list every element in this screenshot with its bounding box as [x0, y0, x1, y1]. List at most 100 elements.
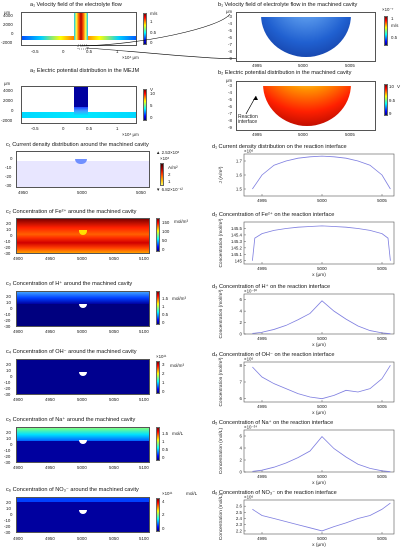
d3-xtick-label: 5000 — [317, 336, 327, 341]
c6-no3-field — [16, 497, 150, 533]
d2-ytick-label: 145.1 — [231, 252, 243, 257]
c5-cbar-tick: 0 — [162, 455, 165, 460]
b2-yunit: μm — [226, 78, 233, 83]
b2-cavity-potential-field — [236, 81, 376, 131]
b2-cbar-tick: 9 — [389, 111, 392, 116]
c5-xtick: 5000 — [77, 465, 87, 470]
d6-ylabel: Concentration (mol/L) — [218, 494, 224, 541]
b2-cbar-tick: 9.5 — [389, 98, 396, 103]
d1-xtick-label: 4995 — [257, 198, 267, 203]
c2-cbar-tick: 50 — [162, 238, 167, 243]
c1-max-label: ▲ 2.53×10⁶ — [156, 150, 180, 155]
c2-ytick: 0 — [10, 233, 13, 238]
c4-ytick: -10 — [4, 380, 11, 385]
c3-cbar-tick: 1.5 — [162, 296, 169, 301]
d5-yscale: ×10⁻²⁴ — [244, 425, 257, 430]
c6-ytick: 0 — [10, 512, 13, 517]
d4-svg: d₄ Concentration of OH⁻ on the reaction … — [212, 352, 395, 416]
d5-series-line — [252, 436, 391, 473]
d1-svg: d₁ Current density distribution on the r… — [212, 144, 395, 203]
a1-xtick: 1 — [116, 49, 119, 54]
a1-ytick: 2000 — [3, 22, 13, 27]
c2-ytick: -30 — [4, 251, 11, 256]
c3-cbar-tick: 1 — [162, 304, 165, 309]
d4-xtick-label: 4995 — [257, 404, 267, 409]
a2-cbar-tick: 0 — [150, 115, 153, 120]
d5-ylabel: Concentration (mol/L) — [218, 428, 224, 475]
a1-cbar-tick: 0.5 — [150, 30, 157, 35]
d2-svg: d₂ Concentration of Fe²⁺ on the reaction… — [212, 211, 395, 278]
c6-ytick: -20 — [4, 524, 11, 529]
c1-cbar-scale: ×10⁶ — [160, 156, 170, 161]
d4-xtick-label: 5005 — [377, 404, 387, 409]
c6-colorbar — [156, 498, 160, 532]
d3-ytick-label: 4 — [240, 309, 243, 314]
d2-ytick-label: 145.3 — [231, 239, 243, 244]
a2-xtick: -0.5 — [31, 126, 39, 131]
c5-ytick: -30 — [4, 460, 11, 465]
d4-frame — [243, 361, 395, 403]
b2-ytick: -5 — [228, 97, 232, 102]
b1-cbar-scale: ×10⁻⁷ — [382, 7, 394, 12]
d5-svg: d₅ Concentration of Na⁺ on the reaction … — [212, 419, 395, 486]
c3-xtick: 5100 — [139, 329, 149, 334]
c4-cbar-unit: mol/m³ — [170, 363, 185, 368]
d1-series-line — [252, 155, 391, 190]
c5-cbar-tick: 0.5 — [162, 447, 169, 452]
c5-xtick: 5100 — [139, 465, 149, 470]
d2-title: d₂ Concentration of Fe²⁺ on the reaction… — [212, 211, 334, 218]
d3-yscale: ×10⁻³⁰ — [244, 289, 257, 294]
panel-c5-title: c₅ Concentration of Na⁺ around the machi… — [6, 417, 136, 423]
d4-xtick-label: 5000 — [317, 404, 327, 409]
d1-title: d₁ Current density distribution on the r… — [212, 144, 347, 150]
b1-ytick: -8 — [228, 49, 232, 54]
b1-ytick: -4 — [228, 21, 232, 26]
d5-xtick-label: 5000 — [317, 474, 327, 479]
a2-potential-field — [21, 86, 137, 124]
b1-cbar-tick: 0.5 — [391, 35, 398, 40]
c6-ytick: -30 — [4, 530, 11, 535]
b2-annotation: Reaction interface — [238, 114, 258, 125]
b2-ytick: -7 — [228, 111, 232, 116]
d2-xtick-label: 5000 — [317, 266, 327, 271]
d6-ytick-label: 2.5 — [236, 510, 243, 515]
c1-cbar-unit: A/m² — [168, 165, 178, 170]
c3-ytick: 20 — [6, 294, 11, 299]
c2-xtick: 5050 — [109, 256, 119, 261]
d6-xlabel: x (μm) — [312, 542, 326, 548]
c1-current-density-field — [16, 151, 150, 188]
c4-cbar-tick: 0 — [162, 389, 165, 394]
d1-yscale: ×10⁶ — [244, 149, 253, 154]
c1-xtick: 5000 — [77, 190, 87, 195]
d4-series-line — [252, 365, 391, 400]
b1-colorbar — [384, 16, 388, 46]
c4-cbar-tick: 1 — [162, 380, 165, 385]
c4-cbar-tick: 2 — [162, 371, 165, 376]
c4-ytick: -30 — [4, 392, 11, 397]
d4-ytick-label: 6 — [240, 396, 243, 401]
chart-d4: d₄ Concentration of OH⁻ on the reaction … — [208, 350, 404, 418]
d5-xlabel: x (μm) — [312, 480, 326, 486]
c4-colorbar — [156, 361, 160, 394]
b2-colorbar — [384, 84, 388, 116]
d3-xtick-label: 4995 — [257, 336, 267, 341]
chart-d2: d₂ Concentration of Fe²⁺ on the reaction… — [208, 210, 404, 280]
chart-d3: d₃ Concentration of H⁺ on the reaction i… — [208, 282, 404, 350]
c5-ytick: 0 — [10, 442, 13, 447]
c3-xtick: 5000 — [77, 329, 87, 334]
c1-xtick: 5050 — [136, 190, 146, 195]
c5-colorbar — [156, 427, 160, 461]
c2-cbar-tick: 150 — [162, 220, 170, 225]
a1-cbar-tick: 1 — [150, 19, 153, 24]
c4-ytick: 10 — [6, 368, 11, 373]
d6-ytick-label: 2.4 — [236, 516, 243, 521]
d4-ylabel: Concentration (mol/m³) — [218, 357, 224, 406]
d2-xtick-label: 4995 — [257, 266, 267, 271]
a1-ytick: 0 — [11, 31, 14, 36]
a1-velocity-field — [21, 12, 137, 46]
c2-xtick: 4900 — [13, 256, 23, 261]
d4-title: d₄ Concentration of OH⁻ on the reaction … — [212, 352, 334, 358]
c5-cbar-unit: mol/L — [172, 431, 184, 436]
panel-c6-title: c₆ Concentration of NO₃⁻ around the mach… — [6, 487, 139, 493]
b1-ytick: -6 — [228, 35, 232, 40]
